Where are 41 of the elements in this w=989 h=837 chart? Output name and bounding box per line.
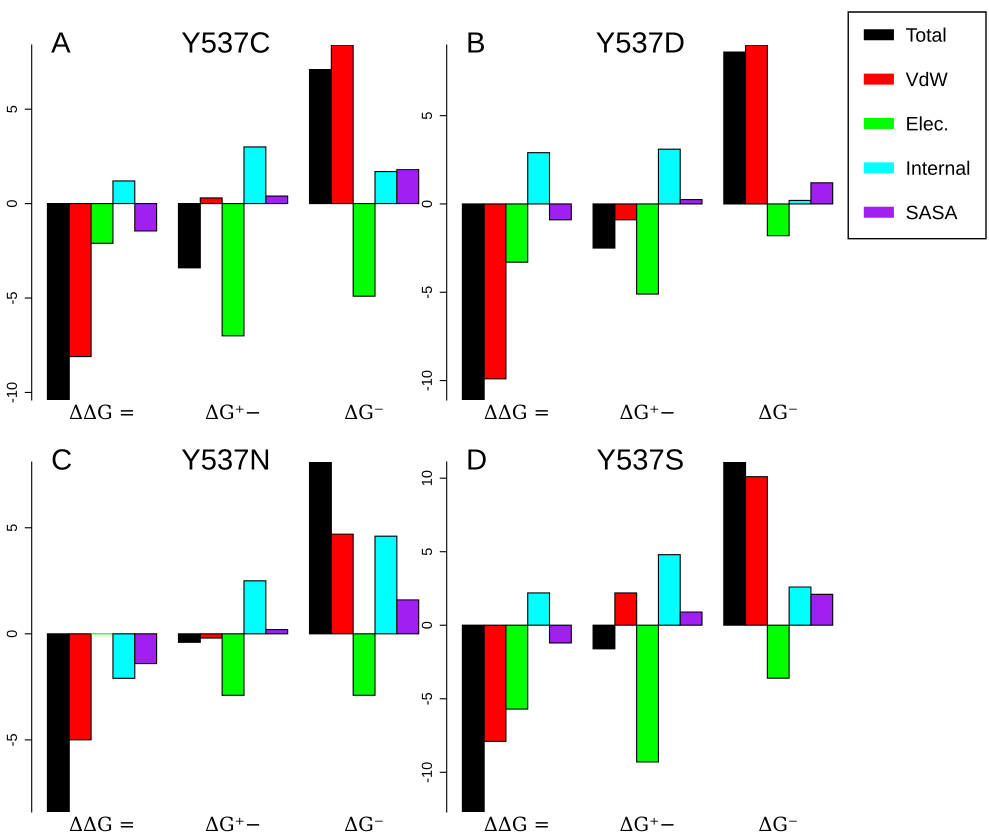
chart-title: Y537N bbox=[182, 449, 268, 470]
legend-label: SASA bbox=[906, 206, 958, 220]
legend-label: VdW bbox=[906, 72, 948, 86]
x-tick-label: ΔG⁺− bbox=[620, 404, 674, 420]
y-tick-label: -5 bbox=[6, 292, 18, 304]
y-tick-label: 5 bbox=[6, 524, 18, 532]
y-tick-label: 0 bbox=[422, 622, 432, 629]
y-tick-label: 10 bbox=[422, 470, 432, 486]
x-tick-label: ΔG⁺− bbox=[206, 816, 260, 832]
y-tick-label: 0 bbox=[6, 200, 18, 208]
y-tick-label: 5 bbox=[422, 112, 432, 120]
annotation: A bbox=[51, 32, 71, 53]
y-tick-label: 0 bbox=[422, 200, 432, 208]
legend-label: Elec. bbox=[907, 116, 948, 131]
y-tick-label: -5 bbox=[6, 734, 18, 746]
x-tick-label: ΔG⁻ bbox=[759, 816, 797, 832]
x-tick-label: ΔG⁻ bbox=[344, 404, 383, 420]
y-tick-label: -5 bbox=[422, 286, 432, 298]
x-tick-label: ΔΔG = bbox=[484, 816, 548, 832]
x-tick-label: ΔG⁺− bbox=[620, 816, 674, 832]
x-tick-label: ΔΔG = bbox=[70, 816, 134, 832]
y-tick-label: 0 bbox=[6, 630, 18, 638]
legend-label: Total bbox=[906, 28, 946, 42]
chart-title: Y537D bbox=[596, 32, 684, 53]
x-tick-label: ΔG⁺− bbox=[206, 404, 260, 420]
y-tick-label: -10 bbox=[422, 762, 432, 782]
chart-title: Y537S bbox=[597, 449, 683, 470]
chart-title: Y537C bbox=[182, 32, 270, 53]
y-tick-label: -5 bbox=[422, 692, 432, 705]
annotation: D bbox=[468, 449, 486, 470]
y-tick-label: -10 bbox=[422, 370, 432, 390]
annotation: B bbox=[468, 32, 484, 53]
y-tick-label: -10 bbox=[6, 382, 18, 402]
annotation: C bbox=[52, 449, 72, 470]
x-tick-label: ΔΔG = bbox=[70, 404, 134, 420]
y-tick-label: 5 bbox=[422, 548, 432, 556]
y-tick-label: 5 bbox=[6, 106, 18, 113]
x-tick-label: ΔG⁻ bbox=[344, 816, 383, 832]
x-tick-label: ΔΔG = bbox=[484, 404, 548, 420]
legend-label: Internal bbox=[907, 160, 970, 175]
x-tick-label: ΔG⁻ bbox=[759, 404, 797, 420]
